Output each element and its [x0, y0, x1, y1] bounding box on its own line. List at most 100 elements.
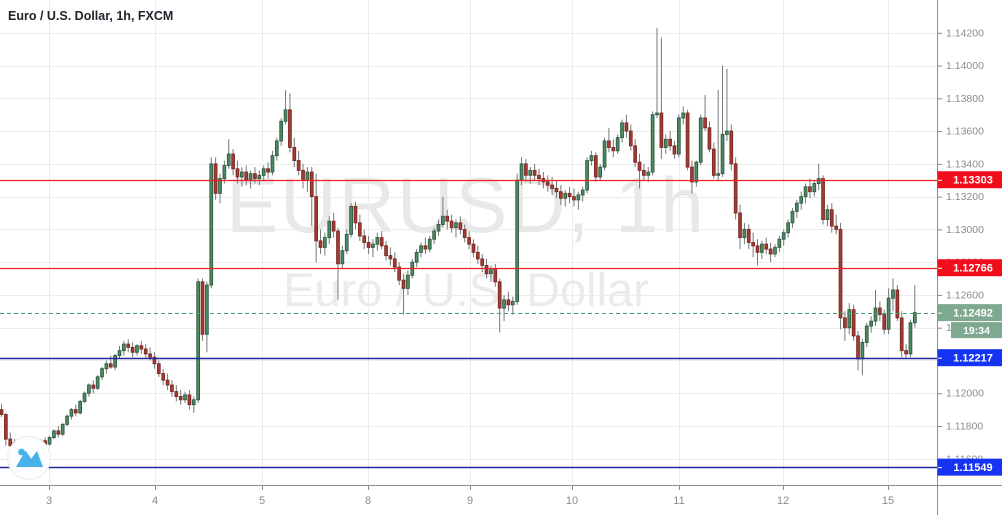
candle-down	[537, 174, 541, 180]
candle-up	[436, 224, 441, 232]
candle-up	[598, 166, 603, 178]
candle-up	[519, 163, 524, 181]
candle-up	[406, 274, 410, 289]
price-level-lines[interactable]	[0, 179, 937, 469]
candle-up	[419, 245, 423, 253]
candle-up	[100, 368, 104, 378]
price-tick-label: 1.13800	[946, 93, 984, 105]
candle-up	[563, 192, 568, 199]
candle-up	[441, 215, 445, 225]
candle-up	[349, 206, 353, 235]
candle-down	[336, 230, 340, 265]
logo-dot-icon	[18, 448, 25, 456]
price-axis-panel[interactable]	[937, 0, 1002, 515]
candle-up	[510, 301, 515, 306]
time-tick-label: 11	[673, 495, 684, 507]
candle-up	[117, 350, 122, 357]
candle-up	[589, 155, 594, 162]
candle-down	[545, 181, 550, 186]
candle-down	[628, 130, 633, 147]
candle-down	[642, 169, 646, 176]
candle-up	[694, 161, 699, 183]
candle-down	[296, 160, 301, 171]
candle-up	[371, 243, 375, 248]
candle-up	[191, 399, 196, 406]
candle-up	[95, 376, 100, 389]
candle-down	[0, 409, 4, 415]
candle-down	[559, 191, 563, 199]
candle-down	[174, 391, 179, 397]
candle-down	[690, 166, 694, 183]
price-tick-label: 1.14000	[946, 60, 984, 72]
candle-up	[454, 222, 458, 229]
candle-up	[122, 343, 126, 352]
candle-down	[733, 163, 738, 214]
candle-down	[231, 153, 235, 170]
candle-down	[423, 245, 428, 250]
price-axis[interactable]: 1.14200 1.14000 1.13800 1.13600 1.13400 1.132…	[937, 0, 1002, 515]
candle-up	[209, 163, 214, 286]
candle-down	[178, 396, 183, 401]
candle-up	[812, 183, 817, 193]
candle-up	[257, 174, 262, 180]
candle-down	[480, 258, 485, 266]
candle-up	[183, 394, 187, 401]
candle-up	[528, 169, 533, 176]
candle-down	[659, 112, 664, 148]
time-axis-panel[interactable]	[0, 485, 937, 515]
candle-up	[239, 171, 244, 178]
tradingview-logo-button[interactable]	[7, 436, 51, 480]
resistance-level-1-badge	[937, 171, 1002, 189]
candle-up	[222, 165, 227, 180]
logo-mountain-icon	[16, 450, 43, 467]
candle-up	[135, 345, 139, 353]
candle-up	[698, 117, 703, 163]
candle-down	[829, 209, 834, 227]
candle-down	[388, 255, 393, 260]
candle-up	[340, 250, 345, 265]
symbol-title[interactable]: Euro / U.S. Dollar, 1h, FXCM	[8, 9, 174, 23]
time-tick-label: 4	[152, 495, 158, 507]
candle-down	[331, 220, 336, 232]
candle-up	[344, 233, 349, 252]
countdown-badge	[951, 322, 1002, 339]
candle-down	[834, 225, 839, 230]
candle-down	[755, 245, 760, 253]
time-axis[interactable]: 3 4 5 8 9 10 11 12 15	[0, 485, 1002, 515]
candle-down	[392, 258, 397, 268]
candle-down	[471, 243, 476, 253]
candle-down	[497, 281, 502, 309]
candle-down	[200, 281, 205, 335]
candle-down	[738, 212, 742, 239]
candle-up	[432, 230, 436, 240]
candle-up	[283, 109, 288, 122]
candle-down	[384, 245, 388, 257]
candle-up	[248, 173, 253, 181]
candle-down	[161, 373, 166, 381]
candle-down	[532, 169, 537, 176]
candle-up	[279, 120, 284, 142]
candle-up	[65, 415, 69, 425]
candle-up	[576, 194, 581, 201]
candle-down	[554, 187, 559, 193]
candle-up	[803, 186, 808, 198]
price-tick-label: 1.13000	[946, 224, 984, 236]
candle-down	[475, 251, 480, 260]
price-tick-label: 1.13200	[946, 191, 984, 203]
candle-up	[323, 237, 327, 248]
candle-up	[716, 173, 721, 176]
candle-down	[668, 138, 672, 147]
candle-up	[196, 281, 200, 401]
candle-down	[899, 317, 904, 352]
candle-down	[4, 414, 8, 440]
candle-up	[615, 137, 620, 152]
candle-up	[113, 355, 117, 368]
candle-up	[869, 320, 873, 327]
candle-down	[288, 109, 292, 148]
candle-down	[493, 268, 498, 283]
candle-up	[327, 220, 332, 239]
candle-up	[677, 117, 681, 155]
candle-up	[777, 238, 782, 248]
candle-down	[593, 155, 598, 178]
